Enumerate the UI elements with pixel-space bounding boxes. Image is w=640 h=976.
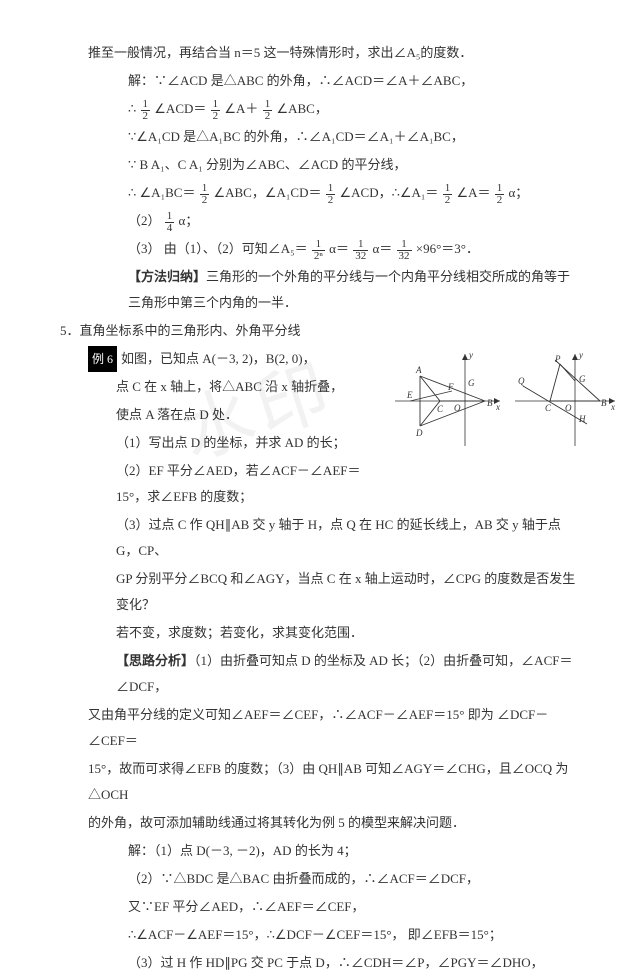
solution-line-7: （3） 由（1）、（2）可知∠A₅＝ 12ⁿ α＝ 132 α＝ 132 ×96… <box>60 236 580 262</box>
svg-text:F: F <box>447 382 454 392</box>
frac-quarter: 14 <box>165 211 175 234</box>
svg-text:D: D <box>415 428 423 438</box>
frac-half: 12 <box>211 99 221 122</box>
svg-text:G: G <box>579 374 586 384</box>
solution-line-4: ∵ B A₁、C A₁ 分别为∠ABC、∠ACD 的平分线， <box>60 152 580 178</box>
txt: ∠ACD，∴∠A₁＝ <box>339 185 438 200</box>
frac-2n: 12ⁿ <box>312 239 325 262</box>
txt: α； <box>179 213 199 228</box>
svg-text:O: O <box>565 403 572 413</box>
method-summary: 【方法归纳】三角形的一个外角的平分线与一个内角平分线相交所成的角等于三角形中第三… <box>60 264 580 316</box>
txt: ∴ ∠A₁BC＝ <box>128 185 195 200</box>
svg-text:C: C <box>545 403 552 413</box>
solution2-line-2: （2）∵△BDC 是△BAC 由折叠而成的，∴∠ACF＝∠DCF， <box>60 866 580 892</box>
svg-text:H: H <box>578 414 586 424</box>
txt: ∠ACD＝ <box>154 101 206 116</box>
analysis-line-4: 的外角，故可添加辅助线通过将其转化为例 5 的模型来解决问题． <box>60 810 580 836</box>
txt: α＝ <box>329 241 349 256</box>
txt: ∠A＝ <box>456 185 490 200</box>
svg-text:P: P <box>554 354 561 364</box>
svg-text:x: x <box>610 402 615 412</box>
txt: ∠ABC，∠A₁CD＝ <box>213 185 321 200</box>
frac-half: 12 <box>443 183 453 206</box>
solution2-line-4: ∴∠ACF－∠AEF＝15°，∴∠DCF－∠CEF＝15°， 即∠EFB＝15°… <box>60 922 580 948</box>
page-content: 推至一般情况，再结合当 n＝5 这一特殊情形时，求出∠A₅的度数． 解：∵∠AC… <box>60 40 580 976</box>
txt: ∠A＋ <box>224 101 258 116</box>
analysis-line-2: 又由角平分线的定义可知∠AEF＝∠CEF，∴∠ACF－∠AEF＝15° 即为 ∠… <box>60 702 580 754</box>
txt: ∠ABC， <box>276 101 327 116</box>
svg-text:A: A <box>415 365 422 375</box>
txt: ∴ <box>128 101 136 116</box>
frac-32: 132 <box>397 239 412 262</box>
svg-text:G: G <box>468 378 475 388</box>
para-intro: 推至一般情况，再结合当 n＝5 这一特殊情形时，求出∠A₅的度数． <box>60 40 580 66</box>
analysis-label: 【思路分析】 <box>116 653 194 668</box>
txt: α＝ <box>372 241 392 256</box>
section-5-title: 5．直角坐标系中的三角形内、外角平分线 <box>60 318 580 344</box>
solution-line-3: ∵∠A₁CD 是△A₁BC 的外角，∴∠A₁CD＝∠A₁＋∠A₁BC， <box>60 124 580 150</box>
svg-text:y: y <box>468 350 473 360</box>
example-6-q3a: （3）过点 C 作 QH∥AB 交 y 轴于 H，点 Q 在 HC 的延长线上，… <box>60 512 580 564</box>
solution-line-1: 解：∵∠ACD 是△ABC 的外角，∴∠ACD＝∠A＋∠ABC， <box>60 68 580 94</box>
solution-line-2: ∴ 12 ∠ACD＝ 12 ∠A＋ 12 ∠ABC， <box>60 96 580 122</box>
frac-half: 12 <box>263 99 273 122</box>
txt: （3） 由（1）、（2）可知∠A₅＝ <box>128 241 308 256</box>
analysis-line-3: 15°，故而可求得∠EFB 的度数；（3）由 QH∥AB 可知∠AGY＝∠CHG… <box>60 756 580 808</box>
svg-text:O: O <box>454 403 461 413</box>
frac-32: 132 <box>353 239 368 262</box>
frac-half: 12 <box>326 183 336 206</box>
solution-line-6: （2） 14 α； <box>60 208 580 234</box>
svg-text:B: B <box>487 398 493 408</box>
solution2-line-5: （3）过 H 作 HD∥PG 交 PC 于点 D，∴∠CDH＝∠P，∠PGY＝∠… <box>60 950 580 976</box>
solution-line-5: ∴ ∠A₁BC＝ 12 ∠ABC，∠A₁CD＝ 12 ∠ACD，∴∠A₁＝ 12… <box>60 180 580 206</box>
analysis-line-1: 【思路分析】（1）由折叠可知点 D 的坐标及 AD 长；（2）由折叠可知，∠AC… <box>60 648 580 700</box>
example-6-q3b: GP 分别平分∠BCQ 和∠AGY，当点 C 在 x 轴上运动时，∠CPG 的度… <box>60 566 580 618</box>
solution2-line-1: 解：（1）点 D(－3, －2)，AD 的长为 4； <box>60 838 580 864</box>
example-6-q3c: 若不变，求度数；若变化，求其变化范围． <box>60 620 580 646</box>
frac-half: 12 <box>200 183 210 206</box>
svg-text:C: C <box>437 404 444 414</box>
figures-container: x y A B C D E F G O x y <box>390 346 620 456</box>
geometry-figures: x y A B C D E F G O x y <box>390 346 620 456</box>
svg-text:Q: Q <box>518 376 525 386</box>
txt: α； <box>508 185 528 200</box>
svg-text:y: y <box>578 350 583 360</box>
solution2-line-3: 又∵EF 平分∠AED，∴∠AEF＝∠CEF， <box>60 894 580 920</box>
method-label: 【方法归纳】 <box>128 269 206 284</box>
txt: （2） <box>128 213 164 228</box>
svg-text:B: B <box>601 398 607 408</box>
txt: ×96°＝3°． <box>416 241 479 256</box>
example-badge: 例 6 <box>88 346 117 372</box>
example-6-q2: （2）EF 平分∠AED，若∠ACF－∠AEF＝15°，求∠EFB 的度数； <box>60 458 580 510</box>
frac-half: 12 <box>495 183 505 206</box>
svg-text:E: E <box>406 390 413 400</box>
svg-text:x: x <box>495 402 500 412</box>
frac-half: 12 <box>141 99 151 122</box>
txt: 如图，已知点 A(－3, 2)，B(2, 0)， <box>121 351 316 366</box>
